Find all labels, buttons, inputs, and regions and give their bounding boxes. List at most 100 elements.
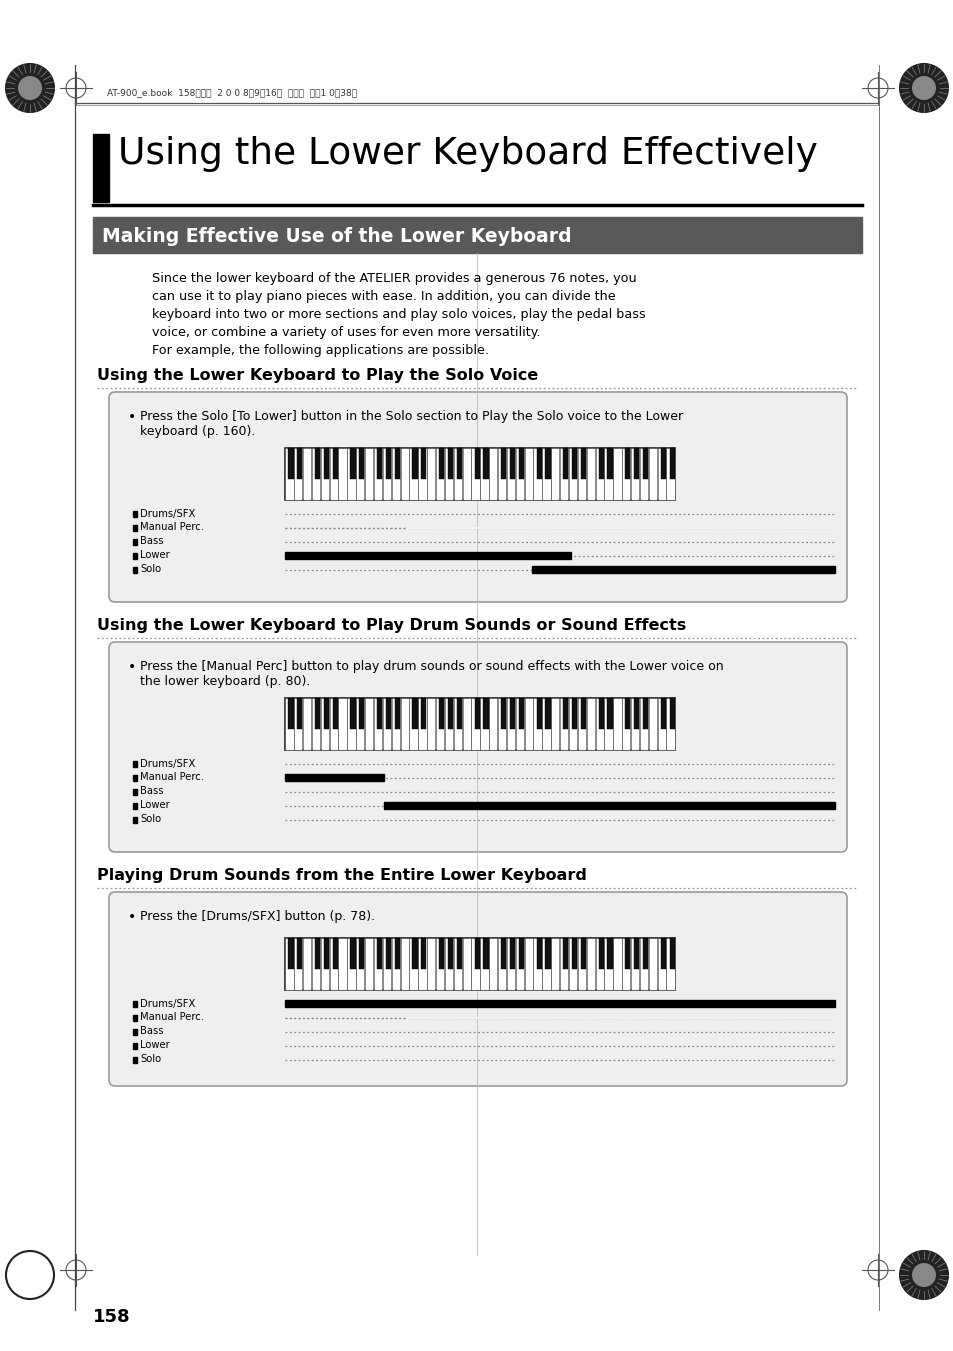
Bar (438, 698, 444, 730)
Text: Solo: Solo (140, 1055, 161, 1065)
Bar (350, 938, 355, 969)
Text: •: • (128, 409, 136, 424)
Bar (314, 449, 320, 480)
Bar (320, 449, 329, 500)
Bar (448, 449, 453, 480)
Text: AT-900_e.book  158ページ  2 0 0 8年9月16日  火曜日  午前1 0時38分: AT-900_e.book 158ページ 2 0 0 8年9月16日 火曜日 午… (107, 89, 356, 97)
Bar (586, 698, 595, 750)
Bar (285, 938, 675, 990)
Bar (630, 698, 639, 750)
Bar (385, 698, 391, 730)
Bar (294, 939, 302, 990)
Bar (666, 449, 674, 500)
Bar (400, 939, 409, 990)
Circle shape (911, 1263, 935, 1288)
Bar (624, 698, 630, 730)
Bar (559, 698, 568, 750)
Bar (639, 698, 647, 750)
Bar (359, 449, 364, 480)
Bar (288, 698, 294, 730)
Bar (578, 449, 585, 500)
Bar (580, 938, 585, 969)
Bar (598, 938, 603, 969)
Bar (132, 526, 137, 531)
Text: Bass: Bass (140, 1027, 163, 1036)
Bar (497, 698, 506, 750)
Text: Bass: Bass (140, 786, 163, 797)
Bar (624, 938, 630, 969)
Bar (533, 698, 541, 750)
Bar (374, 449, 382, 500)
Bar (454, 449, 461, 500)
Text: Drums/SFX: Drums/SFX (140, 508, 195, 519)
Bar (330, 939, 337, 990)
Bar (648, 449, 657, 500)
Bar (417, 449, 426, 500)
Bar (607, 938, 612, 969)
Bar (347, 939, 355, 990)
Bar (347, 449, 355, 500)
Bar (510, 449, 515, 480)
Bar (333, 449, 337, 480)
Bar (454, 698, 461, 750)
Bar (132, 1043, 137, 1048)
Bar (621, 939, 630, 990)
Bar (524, 698, 533, 750)
Bar (489, 449, 497, 500)
Bar (604, 698, 612, 750)
Bar (392, 939, 399, 990)
Bar (374, 698, 382, 750)
Bar (285, 698, 294, 750)
Bar (510, 698, 515, 730)
Bar (518, 938, 523, 969)
Circle shape (6, 63, 54, 112)
Bar (634, 449, 639, 480)
Bar (642, 938, 647, 969)
Bar (500, 698, 506, 730)
Bar (659, 449, 665, 480)
Bar (586, 449, 595, 500)
Bar (285, 449, 294, 500)
Bar (427, 449, 435, 500)
Text: the lower keyboard (p. 80).: the lower keyboard (p. 80). (140, 676, 310, 688)
Bar (303, 449, 311, 500)
Bar (516, 449, 523, 500)
Bar (479, 449, 488, 500)
Bar (541, 698, 550, 750)
Bar (409, 939, 417, 990)
Text: •: • (128, 911, 136, 924)
Bar (634, 698, 639, 730)
Bar (479, 698, 488, 750)
Bar (580, 698, 585, 730)
Bar (562, 698, 568, 730)
Bar (634, 938, 639, 969)
FancyBboxPatch shape (109, 892, 846, 1086)
Bar (427, 939, 435, 990)
Bar (376, 938, 382, 969)
Bar (666, 939, 674, 990)
Bar (333, 938, 337, 969)
Bar (669, 938, 674, 969)
Bar (412, 449, 417, 480)
Bar (382, 939, 391, 990)
Bar (132, 567, 137, 573)
Bar (417, 698, 426, 750)
Bar (427, 698, 435, 750)
Bar (323, 449, 329, 480)
Bar (586, 939, 595, 990)
Bar (132, 1056, 137, 1063)
Bar (572, 449, 577, 480)
Bar (297, 938, 302, 969)
Bar (474, 698, 479, 730)
Text: Using the Lower Keyboard Effectively: Using the Lower Keyboard Effectively (118, 136, 817, 172)
Bar (412, 938, 417, 969)
Bar (285, 449, 675, 500)
Bar (448, 698, 453, 730)
Text: Using the Lower Keyboard to Play Drum Sounds or Sound Effects: Using the Lower Keyboard to Play Drum So… (97, 617, 685, 634)
Bar (395, 449, 399, 480)
Bar (497, 939, 506, 990)
Bar (659, 938, 665, 969)
Bar (462, 939, 471, 990)
Text: Lower: Lower (140, 550, 170, 561)
Bar (536, 938, 541, 969)
